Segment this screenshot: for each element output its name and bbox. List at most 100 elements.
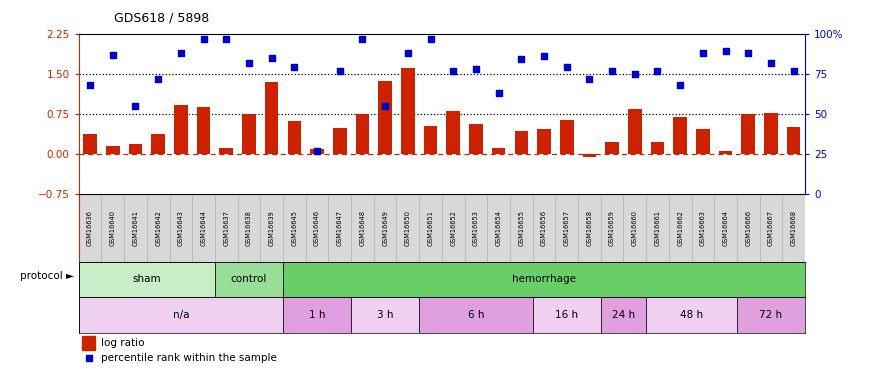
- Text: 48 h: 48 h: [680, 310, 704, 320]
- Text: GSM16645: GSM16645: [291, 210, 298, 246]
- Bar: [623, 194, 646, 261]
- Bar: [79, 297, 283, 333]
- Text: GSM16638: GSM16638: [246, 210, 252, 246]
- Text: GSM16662: GSM16662: [677, 210, 683, 246]
- Bar: [601, 297, 646, 333]
- Point: [696, 50, 710, 56]
- Point: [627, 71, 641, 77]
- Bar: [737, 194, 760, 261]
- Text: GSM16668: GSM16668: [791, 210, 796, 246]
- Text: GSM16650: GSM16650: [405, 210, 411, 246]
- Bar: [170, 194, 192, 261]
- Bar: [351, 194, 374, 261]
- Text: GSM16657: GSM16657: [564, 210, 570, 246]
- Text: GDS618 / 5898: GDS618 / 5898: [114, 11, 209, 24]
- Point: [401, 50, 415, 56]
- Text: GSM16654: GSM16654: [495, 210, 501, 246]
- Text: log ratio: log ratio: [101, 338, 144, 348]
- Bar: [537, 129, 551, 154]
- Point: [583, 76, 597, 82]
- Text: GSM16653: GSM16653: [473, 210, 479, 246]
- Text: GSM16667: GSM16667: [768, 210, 774, 246]
- Text: GSM16647: GSM16647: [337, 210, 343, 246]
- Bar: [718, 151, 732, 154]
- Bar: [192, 194, 215, 261]
- Point: [446, 68, 460, 74]
- Text: GSM16660: GSM16660: [632, 210, 638, 246]
- Bar: [533, 194, 556, 261]
- Text: GSM16648: GSM16648: [360, 210, 366, 246]
- Bar: [578, 194, 601, 261]
- Bar: [446, 111, 460, 154]
- Point: [560, 64, 574, 70]
- Bar: [124, 194, 147, 261]
- Bar: [424, 126, 438, 154]
- Bar: [646, 194, 668, 261]
- Bar: [332, 128, 346, 154]
- Bar: [651, 142, 664, 154]
- Bar: [238, 194, 261, 261]
- Bar: [674, 117, 687, 154]
- Text: GSM16664: GSM16664: [723, 210, 729, 246]
- Bar: [378, 81, 392, 154]
- Bar: [487, 194, 510, 261]
- Bar: [691, 194, 714, 261]
- Bar: [147, 194, 170, 261]
- Text: GSM16652: GSM16652: [451, 210, 456, 246]
- Bar: [261, 194, 283, 261]
- Bar: [601, 194, 623, 261]
- Bar: [311, 149, 324, 154]
- Bar: [288, 121, 301, 154]
- Bar: [560, 120, 573, 154]
- Bar: [220, 148, 233, 154]
- Point: [741, 50, 755, 56]
- Point: [151, 76, 165, 82]
- Point: [355, 36, 369, 42]
- Bar: [79, 194, 102, 261]
- Bar: [741, 114, 755, 154]
- Bar: [696, 129, 710, 154]
- Point: [673, 82, 687, 88]
- Text: GSM16659: GSM16659: [609, 210, 615, 246]
- Bar: [396, 194, 419, 261]
- Text: protocol ►: protocol ►: [20, 271, 74, 280]
- Point: [129, 103, 143, 109]
- Text: control: control: [231, 274, 267, 284]
- Text: GSM16663: GSM16663: [700, 210, 706, 246]
- Text: sham: sham: [132, 274, 161, 284]
- Point: [83, 82, 97, 88]
- Bar: [215, 194, 238, 261]
- Bar: [83, 134, 97, 154]
- Bar: [469, 124, 483, 154]
- Point: [197, 36, 211, 42]
- Text: GSM16640: GSM16640: [109, 210, 116, 246]
- Point: [606, 68, 620, 74]
- Point: [174, 50, 188, 56]
- Bar: [465, 194, 487, 261]
- Text: 3 h: 3 h: [377, 310, 394, 320]
- Text: GSM16666: GSM16666: [746, 210, 752, 246]
- Bar: [606, 142, 619, 154]
- Bar: [355, 114, 369, 154]
- Bar: [533, 297, 601, 333]
- Text: GSM16646: GSM16646: [314, 210, 320, 246]
- Bar: [328, 194, 351, 261]
- Bar: [401, 68, 415, 154]
- Text: GSM16636: GSM16636: [88, 210, 93, 246]
- Text: 1 h: 1 h: [309, 310, 326, 320]
- Text: 72 h: 72 h: [760, 310, 782, 320]
- Text: percentile rank within the sample: percentile rank within the sample: [101, 352, 276, 363]
- Bar: [174, 105, 188, 154]
- Point: [220, 36, 234, 42]
- Point: [650, 68, 664, 74]
- Text: 16 h: 16 h: [555, 310, 578, 320]
- Bar: [283, 194, 305, 261]
- Text: hemorrhage: hemorrhage: [512, 274, 576, 284]
- Text: GSM16651: GSM16651: [428, 210, 433, 246]
- Text: GSM16656: GSM16656: [541, 210, 547, 246]
- Bar: [242, 114, 256, 154]
- Point: [287, 64, 301, 70]
- Bar: [106, 146, 120, 154]
- Bar: [215, 261, 283, 297]
- Bar: [787, 127, 801, 154]
